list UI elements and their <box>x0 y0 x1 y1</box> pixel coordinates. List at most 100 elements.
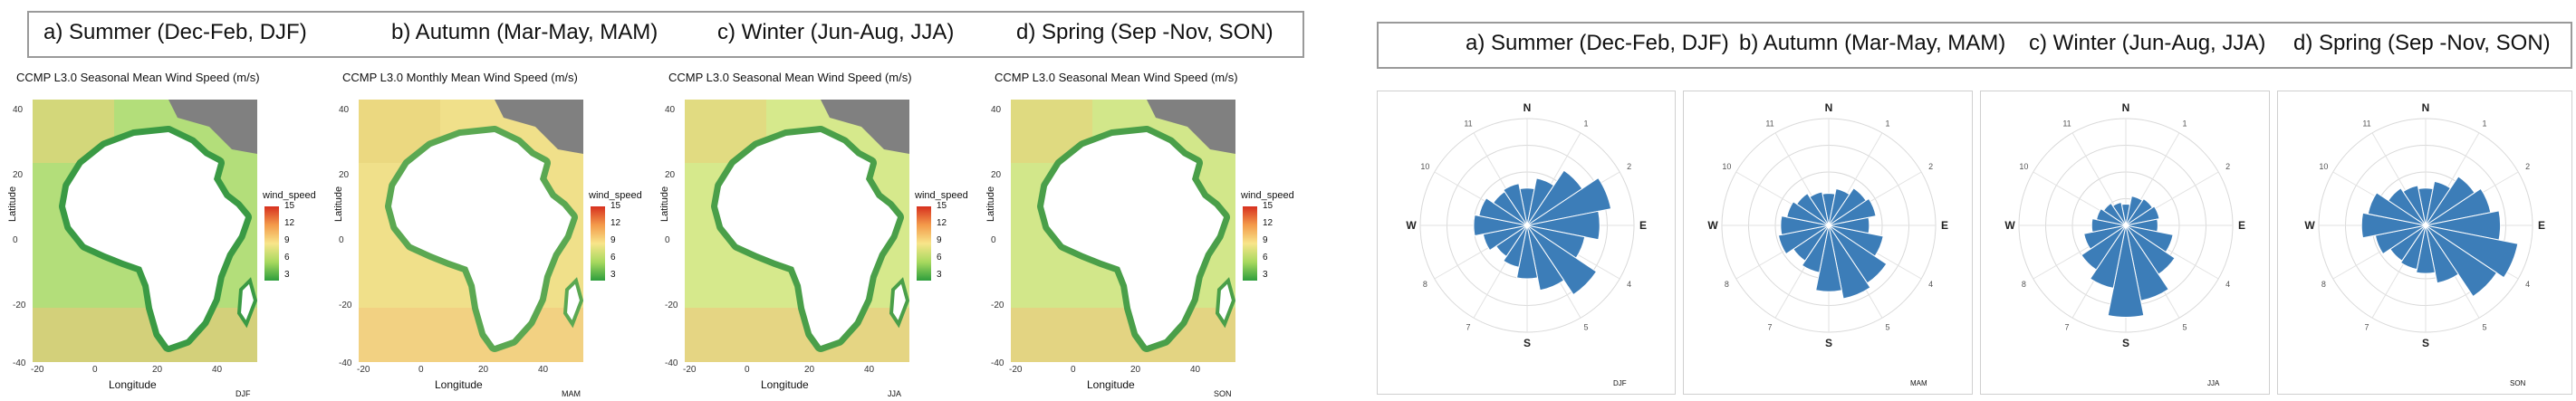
madagascar-land <box>1215 277 1235 329</box>
legend-tick: 15 <box>610 201 621 211</box>
wind-speed-legend: wind_speed 15 12 9 6 3 <box>589 190 661 308</box>
rose-hour-label: 10 <box>2319 162 2328 171</box>
left-season-header: a) Summer (Dec-Feb, DJF) b) Autumn (Mar-… <box>27 11 1304 58</box>
y-tick: -20 <box>13 301 26 310</box>
rose-petal <box>2111 201 2127 226</box>
map-title: CCMP L3.0 Seasonal Mean Wind Speed (m/s) <box>668 71 912 84</box>
y-tick: 20 <box>339 170 350 180</box>
rose-petal <box>2107 224 2145 318</box>
rose-petal <box>1828 224 1871 300</box>
rose-hour-label: 8 <box>2022 280 2026 289</box>
rose-petal <box>2402 185 2427 226</box>
africa-map <box>33 100 257 362</box>
rose-petal <box>1796 193 1830 226</box>
y-tick: -20 <box>991 301 1004 310</box>
x-axis-label: Longitude <box>435 378 483 391</box>
rose-petal <box>2125 205 2160 226</box>
rose-direction-label: W <box>1406 219 1417 232</box>
x-tick: 20 <box>804 365 815 375</box>
y-tick: -20 <box>665 301 678 310</box>
rose-petal <box>2425 224 2459 284</box>
rose-direction-label: N <box>2122 101 2130 114</box>
wind-rose-chart: N E S W 1 2 4 5 7 8 10 11 <box>2304 101 2545 349</box>
rose-petal <box>2083 224 2127 250</box>
map-panel-djf: CCMP L3.0 Seasonal Mean Wind Speed (m/s)… <box>7 63 335 398</box>
season-code: MAM <box>562 389 581 398</box>
rose-petal <box>2102 202 2127 226</box>
season-code: DJF <box>235 389 251 398</box>
rose-hour-label: 1 <box>2182 119 2187 128</box>
x-tick: -20 <box>1009 365 1023 375</box>
eurasia-land <box>495 100 583 154</box>
rose-hour-label: 8 <box>1423 280 1427 289</box>
rose-hour-label: 1 <box>2482 119 2486 128</box>
legend-tick: 3 <box>610 270 616 280</box>
x-tick: -20 <box>683 365 697 375</box>
rose-petal <box>1801 224 1830 273</box>
eurasia-land <box>1147 100 1235 154</box>
rose-petal <box>1828 197 1877 226</box>
y-tick: -40 <box>13 358 26 368</box>
rose-direction-label: E <box>2238 219 2245 232</box>
header-title-spring: d) Spring (Sep -Nov, SON) <box>1016 20 1274 44</box>
map-title: CCMP L3.0 Seasonal Mean Wind Speed (m/s) <box>16 71 260 84</box>
rose-direction-label: N <box>2422 101 2430 114</box>
rose-hour-label: 2 <box>2525 162 2530 171</box>
rose-petal <box>1503 224 1528 268</box>
x-tick: 0 <box>1071 365 1076 375</box>
legend-title: wind_speed <box>915 190 968 201</box>
rose-direction-label: S <box>2122 337 2129 349</box>
y-tick: 40 <box>991 105 1002 115</box>
rose-hour-label: 2 <box>1627 162 1631 171</box>
ocean-patch <box>1011 308 1235 362</box>
legend-colorbar <box>591 206 605 281</box>
x-tick: 0 <box>418 365 424 375</box>
rose-season-code: MAM <box>1910 379 1927 387</box>
madagascar-land <box>562 277 583 329</box>
rose-petal <box>2425 224 2498 298</box>
legend-tick: 9 <box>610 235 616 245</box>
x-tick: 20 <box>152 365 163 375</box>
rose-hour-label: 5 <box>1583 323 1588 332</box>
wind-rose-panel-djf: N E S W 1 2 4 5 7 8 10 11 DJF <box>1377 91 1676 395</box>
rose-petal <box>1473 214 1528 237</box>
rose-petal <box>2091 218 2127 233</box>
rose-petal <box>1503 183 1528 226</box>
eurasia-land <box>168 100 257 154</box>
rose-hour-label: 2 <box>1928 162 1933 171</box>
rose-petal <box>2399 224 2427 271</box>
x-tick: -20 <box>357 365 370 375</box>
rose-hour-label: 11 <box>2062 119 2071 128</box>
legend-tick: 9 <box>937 235 942 245</box>
rose-hour-label: 11 <box>1765 119 1773 128</box>
wind-rose-chart: N E S W 1 2 4 5 7 8 10 11 <box>1406 101 1647 349</box>
legend-colorbar <box>1243 206 1257 281</box>
rose-petal <box>1526 224 1598 296</box>
wind-rose-panel-mam: N E S W 1 2 4 5 7 8 10 11 MAM <box>1683 91 1973 395</box>
header-title-winter: c) Winter (Jun-Aug, JJA) <box>2029 31 2266 55</box>
header-title-summer: a) Summer (Dec-Feb, DJF) <box>43 20 307 44</box>
rose-hour-label: 4 <box>1627 280 1631 289</box>
rose-direction-label: E <box>1639 219 1647 232</box>
rose-season-code: JJA <box>2207 379 2220 387</box>
legend-tick: 3 <box>937 270 942 280</box>
rose-petal <box>1815 224 1842 292</box>
y-axis-label: Latitude <box>659 186 670 222</box>
rose-direction-label: E <box>1941 219 1948 232</box>
y-tick: 20 <box>991 170 1002 180</box>
legend-tick: 12 <box>937 218 947 228</box>
legend-tick: 6 <box>610 253 616 263</box>
wind-rose-panel-jja: N E S W 1 2 4 5 7 8 10 11 JJA <box>1980 91 2270 395</box>
x-tick: 40 <box>1190 365 1201 375</box>
x-tick: 40 <box>864 365 875 375</box>
rose-petal <box>2096 207 2127 226</box>
map-plot-area <box>1011 100 1235 362</box>
rose-petal <box>2090 224 2127 289</box>
legend-tick: 6 <box>1263 253 1268 263</box>
rose-hour-label: 1 <box>1583 119 1588 128</box>
map-title: CCMP L3.0 Seasonal Mean Wind Speed (m/s) <box>995 71 1238 84</box>
y-tick: 0 <box>13 235 18 245</box>
rose-hour-label: 5 <box>2182 323 2187 332</box>
legend-title: wind_speed <box>1241 190 1294 201</box>
y-tick: 0 <box>665 235 670 245</box>
